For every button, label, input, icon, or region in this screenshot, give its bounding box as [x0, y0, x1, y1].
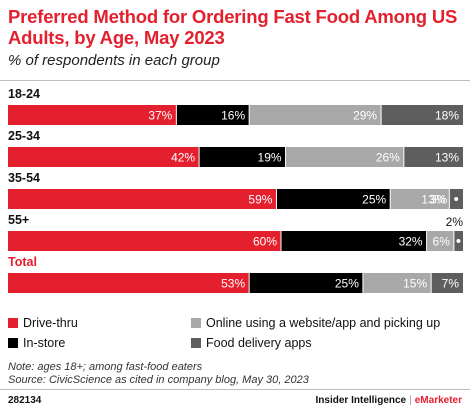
- data-label-total-food-delivery-apps: 7%: [442, 277, 460, 291]
- data-label-55-online-using-a-website-app-and-picking-up: 6%: [433, 235, 451, 249]
- data-label-25-34-online-using-a-website-app-and-picking-up: 26%: [376, 151, 400, 165]
- legend-item-online-pickup: Online using a website/app and picking u…: [191, 316, 440, 330]
- brand-separator: |: [409, 395, 412, 406]
- segment-divider: [380, 105, 382, 125]
- legend-item-drive-thru: Drive-thru: [8, 316, 78, 330]
- bar-segment-35-54-online-using-a-website-app-and-picking-up: [390, 189, 450, 209]
- legend-item-in-store: In-store: [8, 336, 65, 350]
- data-label-total-in-store: 25%: [335, 277, 359, 291]
- legend-label-in-store: In-store: [23, 336, 66, 350]
- segment-divider: [275, 189, 277, 209]
- bar-segment-total-online-using-a-website-app-and-picking-up: [362, 273, 432, 293]
- category-label-25-34: 25-34: [8, 129, 40, 143]
- brand-secondary: eMarketer: [414, 395, 462, 406]
- bar-segment-total-drive-thru: [8, 273, 250, 293]
- bar-segment-35-54-in-store: [276, 189, 391, 209]
- segment-divider: [248, 273, 250, 293]
- footer-brand: Insider Intelligence | eMarketer: [316, 395, 462, 406]
- segment-divider: [403, 147, 405, 167]
- bar-segment-25-34-drive-thru: [8, 147, 200, 167]
- data-label-18-24-online-using-a-website-app-and-picking-up: 29%: [353, 109, 377, 123]
- segment-divider: [285, 147, 287, 167]
- data-label-55-in-store: 32%: [399, 235, 423, 249]
- small-segment-marker: [454, 197, 459, 201]
- bar-segment-total-food-delivery-apps: [431, 273, 463, 293]
- bar-segment-35-54-drive-thru: [8, 189, 277, 209]
- bar-segment-55-drive-thru: [8, 231, 281, 251]
- data-label-25-34-in-store: 19%: [258, 151, 282, 165]
- segment-divider: [389, 189, 391, 209]
- legend-swatch-delivery: [191, 338, 201, 348]
- data-label-55-drive-thru: 60%: [253, 235, 277, 249]
- chart-title: Preferred Method for Ordering Fast Food …: [8, 6, 458, 48]
- bar-segment-18-24-food-delivery-apps: [381, 105, 463, 125]
- legend-swatch-online-pickup: [191, 318, 201, 328]
- legend-swatch-drive-thru: [8, 318, 18, 328]
- data-label-25-34-food-delivery-apps: 13%: [435, 151, 459, 165]
- brand-primary: Insider Intelligence: [315, 395, 407, 406]
- legend-label-online-pickup: Online using a website/app and picking u…: [206, 316, 441, 330]
- data-label-55-food-delivery-apps: 2%: [446, 215, 464, 229]
- category-label-total: Total: [8, 255, 37, 269]
- category-label-35-54: 35-54: [8, 171, 40, 185]
- data-label-18-24-in-store: 16%: [221, 109, 245, 123]
- bottom-divider: [0, 389, 470, 390]
- segment-divider: [430, 273, 432, 293]
- segment-divider: [426, 231, 428, 251]
- data-label-35-54-food-delivery-apps: 3%: [430, 193, 448, 207]
- legend-swatch-in-store: [8, 338, 18, 348]
- category-label-18-24: 18-24: [8, 87, 40, 101]
- bar-segment-55-online-using-a-website-app-and-picking-up: [426, 231, 454, 251]
- segment-divider: [453, 231, 455, 251]
- chart-subtitle: % of respondents in each group: [8, 52, 220, 69]
- bar-segment-55-in-store: [281, 231, 427, 251]
- bar-segment-18-24-online-using-a-website-app-and-picking-up: [249, 105, 382, 125]
- small-segment-marker: [456, 239, 461, 243]
- legend-label-drive-thru: Drive-thru: [23, 316, 78, 330]
- segment-divider: [280, 231, 282, 251]
- segment-divider: [362, 273, 364, 293]
- data-label-25-34-drive-thru: 42%: [171, 151, 195, 165]
- bar-segment-18-24-drive-thru: [8, 105, 177, 125]
- bar-segment-25-34-online-using-a-website-app-and-picking-up: [285, 147, 404, 167]
- segment-divider: [448, 189, 450, 209]
- segment-divider: [175, 105, 177, 125]
- top-divider: [0, 80, 470, 81]
- data-label-18-24-food-delivery-apps: 18%: [435, 109, 459, 123]
- bar-segment-total-in-store: [249, 273, 363, 293]
- legend-item-delivery: Food delivery apps: [191, 336, 312, 350]
- notes: Note: ages 18+; among fast-food eaters S…: [8, 361, 309, 387]
- data-label-total-online-using-a-website-app-and-picking-up: 15%: [403, 277, 427, 291]
- legend-label-delivery: Food delivery apps: [206, 336, 312, 350]
- data-label-35-54-in-store: 25%: [362, 193, 386, 207]
- bar-segment-25-34-in-store: [199, 147, 286, 167]
- category-label-55: 55+: [8, 213, 29, 227]
- source-text: Source: CivicScience as cited in company…: [8, 374, 309, 386]
- data-label-35-54-online-using-a-website-app-and-picking-up: 13%: [421, 193, 445, 207]
- bar-segment-25-34-food-delivery-apps: [403, 147, 463, 167]
- chart-id: 282134: [8, 395, 42, 406]
- data-label-total-drive-thru: 53%: [221, 277, 245, 291]
- bar-segment-18-24-in-store: [176, 105, 250, 125]
- stacked-bar-chart: 18-24 37% 16% 29% 18% 25-34 42% 19% 26% 13% 35-54 5…: [8, 87, 464, 293]
- data-label-18-24-drive-thru: 37%: [148, 109, 172, 123]
- segment-divider: [248, 105, 250, 125]
- note-text: Note: ages 18+; among fast-food eaters: [8, 361, 203, 373]
- segment-divider: [198, 147, 200, 167]
- data-label-35-54-drive-thru: 59%: [248, 193, 272, 207]
